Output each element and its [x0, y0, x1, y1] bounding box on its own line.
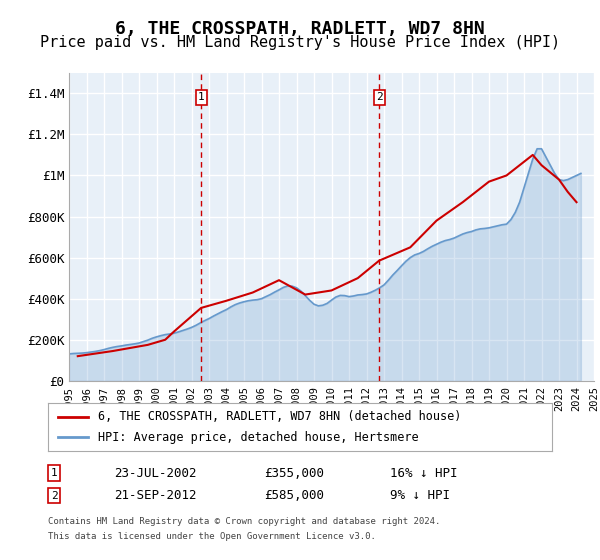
Text: 23-JUL-2002: 23-JUL-2002: [114, 466, 197, 480]
Text: £585,000: £585,000: [264, 489, 324, 502]
Text: HPI: Average price, detached house, Hertsmere: HPI: Average price, detached house, Hert…: [98, 431, 419, 444]
Text: Price paid vs. HM Land Registry's House Price Index (HPI): Price paid vs. HM Land Registry's House …: [40, 35, 560, 50]
Text: This data is licensed under the Open Government Licence v3.0.: This data is licensed under the Open Gov…: [48, 532, 376, 541]
Text: 1: 1: [50, 468, 58, 478]
Text: 9% ↓ HPI: 9% ↓ HPI: [390, 489, 450, 502]
Text: 2: 2: [50, 491, 58, 501]
Text: £355,000: £355,000: [264, 466, 324, 480]
Text: Contains HM Land Registry data © Crown copyright and database right 2024.: Contains HM Land Registry data © Crown c…: [48, 517, 440, 526]
Text: 6, THE CROSSPATH, RADLETT, WD7 8HN (detached house): 6, THE CROSSPATH, RADLETT, WD7 8HN (deta…: [98, 410, 462, 423]
Text: 6, THE CROSSPATH, RADLETT, WD7 8HN: 6, THE CROSSPATH, RADLETT, WD7 8HN: [115, 20, 485, 38]
Text: 16% ↓ HPI: 16% ↓ HPI: [390, 466, 458, 480]
Text: 1: 1: [198, 92, 205, 102]
Text: 21-SEP-2012: 21-SEP-2012: [114, 489, 197, 502]
Text: 2: 2: [376, 92, 382, 102]
